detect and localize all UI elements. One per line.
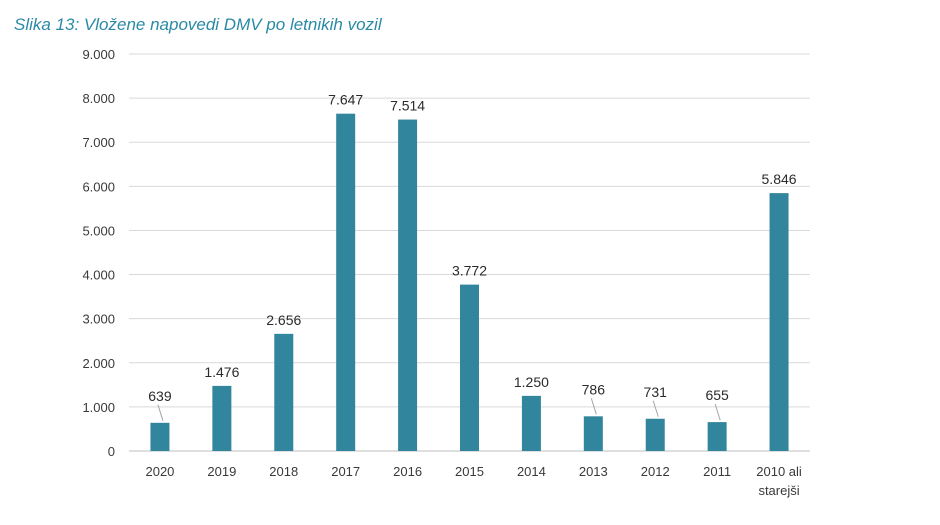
bar [274,333,294,451]
data-label: 1.250 [514,374,549,390]
data-label-leader [157,404,164,421]
bar [336,113,356,451]
bar [150,422,170,451]
bar [769,193,789,451]
x-tick-label: 2017 [331,464,360,479]
x-tick-label: 2018 [269,464,298,479]
x-tick-label: 2015 [455,464,484,479]
y-tick-label: 0 [108,444,115,459]
y-tick-label: 7.000 [82,135,115,150]
y-tick-label: 1.000 [82,400,115,415]
x-tick-label: 2012 [641,464,670,479]
bar [398,119,418,452]
x-tick-label: 2016 [393,464,422,479]
x-tick-label: starejši [758,483,799,498]
data-label: 3.772 [452,263,487,279]
chart-title: Slika 13: Vložene napovedi DMV po letnik… [14,15,382,34]
x-tick-label: 2014 [517,464,546,479]
y-tick-label: 6.000 [82,179,115,194]
data-label: 7.647 [328,92,363,108]
bar [645,418,665,451]
y-tick-label: 4.000 [82,268,115,283]
y-tick-label: 8.000 [82,91,115,106]
bar [583,416,603,451]
data-label: 786 [582,381,606,397]
x-tick-label: 2020 [145,464,174,479]
y-tick-label: 2.000 [82,356,115,371]
y-tick-label: 5.000 [82,223,115,238]
data-label: 1.476 [204,364,239,380]
x-tick-label: 2019 [207,464,236,479]
bar [707,422,727,451]
x-tick-label: 2010 ali [756,464,802,479]
bar [521,395,541,451]
data-label: 2.656 [266,312,301,328]
data-label: 5.846 [762,171,797,187]
data-label: 655 [705,387,729,403]
data-label: 7.514 [390,98,425,114]
bar [460,284,479,451]
y-tick-label: 9.000 [82,47,115,62]
x-tick-label: 2011 [703,464,731,479]
data-label: 731 [644,384,668,400]
data-label-leader [714,403,721,421]
y-tick-label: 3.000 [82,312,115,327]
data-label-leader [652,400,659,417]
data-label-leader [590,398,597,415]
x-tick-label: 2013 [579,464,608,479]
data-label: 639 [148,388,172,404]
bar [212,385,232,451]
